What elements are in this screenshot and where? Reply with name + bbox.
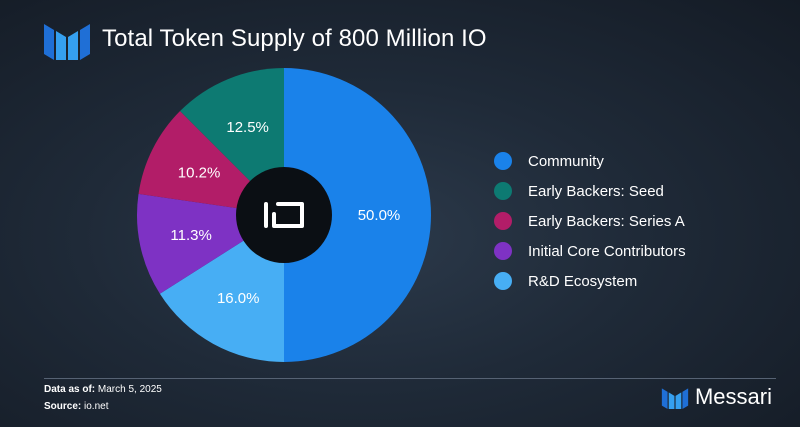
slice-value-label: 12.5%	[226, 119, 269, 136]
data-source-value: io.net	[84, 401, 109, 412]
slice-r-d-ecosystem	[159, 215, 284, 362]
legend-item: Community	[494, 146, 686, 176]
slice-labels: 50.0% 16.0% 11.3% 10.2% 12.5%	[170, 119, 400, 307]
slice-value-label: 50.0%	[358, 207, 401, 224]
legend-label: Initial Core Contributors	[528, 242, 686, 260]
legend-swatch	[494, 212, 512, 230]
data-source-label: Source:	[44, 401, 82, 412]
legend-label: Early Backers: Series A	[528, 212, 685, 230]
legend-swatch	[494, 242, 512, 260]
data-date-label: Data as of:	[44, 384, 96, 395]
slice-community	[284, 68, 431, 362]
data-date-value: March 5, 2025	[97, 384, 162, 395]
slice-value-label: 11.3%	[170, 227, 211, 244]
bottom-strip	[0, 427, 800, 431]
legend-swatch	[494, 152, 512, 170]
slice-value-label: 16.0%	[217, 290, 260, 307]
data-source: Source: io.net	[44, 401, 108, 412]
legend-label: Community	[528, 152, 604, 170]
messari-logo-icon	[44, 24, 90, 60]
brand-name: Messari	[694, 384, 772, 409]
header: Total Token Supply of 800 Million IO	[44, 18, 487, 60]
messari-logo-icon	[661, 388, 689, 409]
center-badge	[236, 167, 332, 263]
legend-swatch	[494, 182, 512, 200]
legend-item: Initial Core Contributors	[494, 236, 686, 266]
footer-divider	[44, 378, 776, 379]
legend-label: Early Backers: Seed	[528, 182, 664, 200]
legend-item: Early Backers: Series A	[494, 206, 686, 236]
legend: Community Early Backers: Seed Early Backer…	[494, 146, 686, 296]
center-circle	[236, 167, 332, 263]
legend-swatch	[494, 272, 512, 290]
chart-title: Total Token Supply of 800 Million IO	[102, 25, 487, 52]
brand: Messari	[661, 384, 772, 410]
slice-value-label: 10.2%	[178, 164, 221, 181]
legend-label: R&D Ecosystem	[528, 272, 638, 290]
legend-item: Early Backers: Seed	[494, 176, 686, 206]
legend-item: R&D Ecosystem	[494, 266, 686, 296]
data-date: Data as of: March 5, 2025	[44, 384, 162, 395]
io-net-logo-icon	[264, 202, 304, 228]
